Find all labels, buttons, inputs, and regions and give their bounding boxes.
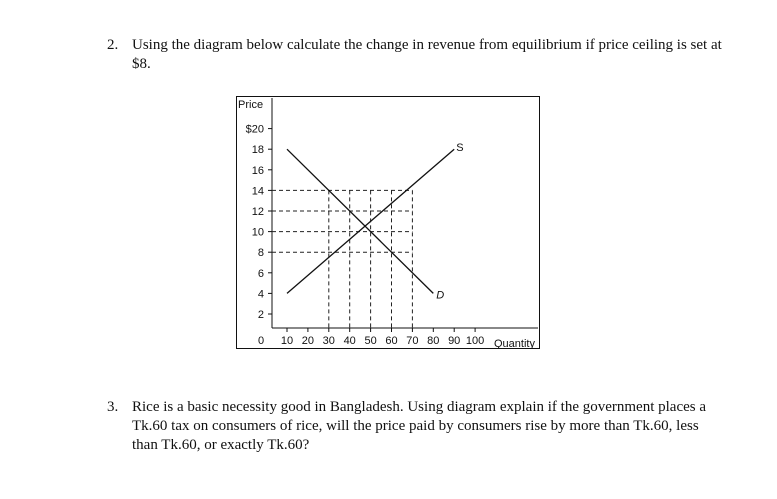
supply-demand-diagram: Price Quantity 0 $20 18 16 14 12 10 8 6 4 2 10 20 3… — [236, 96, 540, 349]
x-tick-label: 60 — [385, 335, 397, 347]
x-tick-label: 80 — [427, 335, 439, 347]
y-tick-label: 18 — [252, 144, 264, 156]
demand-curve-label: D — [436, 289, 444, 301]
x-tick-label: 40 — [344, 335, 356, 347]
figure-border — [236, 96, 540, 349]
origin-label: 0 — [258, 335, 264, 347]
y-tick-label: 6 — [258, 268, 264, 280]
supply-curve-label: S — [456, 142, 463, 154]
y-tick-label: 12 — [252, 206, 264, 218]
x-tick-label: 10 — [281, 335, 293, 347]
x-tick-label: 50 — [364, 335, 376, 347]
y-tick-label: 10 — [252, 227, 264, 239]
demand-curve — [286, 148, 434, 294]
x-tick-label: 70 — [406, 335, 418, 347]
x-ticks: 10 20 30 40 50 60 70 80 90 100 — [281, 328, 484, 347]
question-3-number: 3. — [107, 399, 119, 415]
x-tick-label: 90 — [448, 335, 460, 347]
guide-lines — [272, 189, 413, 328]
supply-curve — [286, 148, 455, 294]
y-tick-label: 2 — [258, 309, 264, 321]
x-tick-label: 30 — [323, 335, 335, 347]
y-tick-label: 16 — [252, 165, 264, 177]
x-tick-label: 100 — [466, 335, 484, 347]
diagram-svg: Price Quantity 0 $20 18 16 14 12 10 8 6 4 2 10 20 3… — [236, 96, 540, 349]
y-tick-label: 8 — [258, 247, 264, 259]
y-tick-label: 4 — [258, 288, 264, 300]
y-ticks: $20 18 16 14 12 10 8 6 4 2 — [246, 124, 272, 321]
y-tick-label: 14 — [252, 185, 264, 197]
y-tick-label: $20 — [246, 124, 264, 136]
quantity-axis-label: Quantity — [494, 338, 535, 349]
x-tick-label: 20 — [302, 335, 314, 347]
curves — [286, 148, 455, 294]
question-3-text: Rice is a basic necessity good in Bangla… — [132, 399, 707, 453]
price-axis-label: Price — [238, 99, 263, 111]
question-2-text: Using the diagram below calculate the ch… — [132, 37, 722, 72]
question-2-number: 2. — [107, 37, 119, 53]
